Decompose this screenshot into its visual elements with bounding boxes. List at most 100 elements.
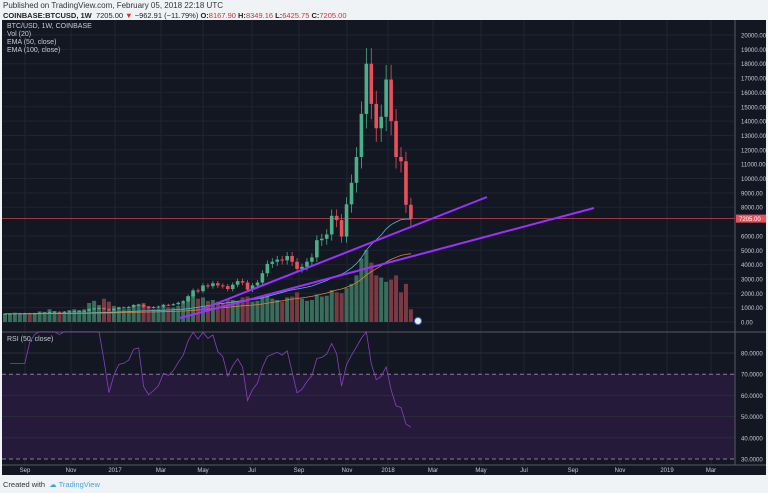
time-tick-label: 2019	[660, 468, 674, 474]
candle-body	[324, 234, 329, 239]
price-tick-label: 17000.00	[741, 77, 767, 83]
price-tick-label: 11000.00	[741, 163, 766, 169]
high-value: 8349.16	[245, 11, 274, 20]
price-tick-label: 5000.00	[741, 249, 763, 255]
time-tick-label: Mar	[706, 468, 716, 474]
open-label: O:	[200, 11, 209, 20]
candle-body	[384, 79, 388, 117]
candle-body	[389, 79, 393, 122]
tradingview-logo-icon[interactable]: ☁	[49, 480, 57, 489]
candle-body	[156, 306, 161, 308]
volume-bar	[319, 296, 324, 322]
volume-bar	[92, 300, 97, 322]
volume-bar	[230, 299, 235, 322]
candle-body	[57, 311, 62, 313]
legend-ema100: EMA (100, close)	[7, 47, 61, 54]
volume-bar	[131, 305, 136, 322]
volume-bar	[235, 300, 240, 322]
volume-bar	[166, 307, 171, 322]
candle-body	[399, 156, 403, 162]
footer: Created with ☁ TradingView	[3, 480, 100, 489]
candle-body	[72, 311, 77, 313]
created-with: Created with	[3, 480, 46, 489]
low-label: L:	[275, 11, 283, 20]
candle-body	[122, 307, 126, 309]
volume-bar	[280, 301, 285, 322]
candle-body	[97, 308, 101, 310]
volume-bar	[52, 310, 57, 322]
volume-bar	[215, 301, 220, 322]
volume-bar	[329, 290, 334, 322]
volume-bar	[161, 305, 166, 322]
volume-bar	[225, 298, 230, 322]
price-tick-label: 18000.00	[741, 62, 767, 68]
candle-body	[131, 305, 136, 307]
volume-bar	[27, 314, 32, 322]
candle-body	[305, 261, 309, 267]
volume-bar	[285, 297, 290, 322]
volume-bar	[22, 313, 27, 322]
volume-bar	[171, 307, 176, 322]
candle-body	[310, 257, 314, 262]
volume-bar	[126, 308, 131, 322]
volume-bar	[245, 296, 250, 322]
volume-bar	[146, 305, 151, 322]
rsi-tick-label: 80.0000	[741, 352, 763, 358]
time-tick-label: Nov	[615, 468, 626, 474]
open-value: 8167.90	[208, 11, 236, 20]
candle-body	[359, 113, 364, 157]
candle-body	[141, 304, 146, 307]
volume-bar	[136, 304, 141, 322]
volume-bar	[344, 288, 349, 322]
volume-bar	[82, 309, 87, 322]
volume-bar	[379, 277, 384, 322]
candle-body	[250, 285, 255, 290]
volume-bar	[220, 302, 225, 322]
volume-bar	[374, 275, 379, 322]
price-tick-label: 14000.00	[741, 120, 767, 126]
candle-body	[196, 290, 200, 292]
legend-ema50: EMA (50, close)	[7, 39, 57, 46]
candle-body	[270, 261, 275, 264]
volume-bar	[300, 298, 304, 322]
candle-body	[117, 307, 121, 309]
time-tick-label: Mar	[428, 468, 438, 474]
price-tick-label: 8000.00	[741, 206, 763, 212]
volume-bar	[32, 313, 37, 322]
candle-body	[161, 304, 166, 307]
candle-body	[339, 220, 344, 237]
candle-body	[166, 304, 171, 306]
time-tick-label: Nov	[66, 468, 77, 474]
tradingview-link[interactable]: TradingView	[58, 480, 100, 489]
volume-bar	[290, 296, 295, 322]
ema100-line	[4, 253, 411, 315]
candle-body	[82, 310, 86, 312]
trend-line	[179, 207, 595, 319]
price-tick-label: 1000.00	[741, 306, 763, 312]
time-tick-label: Sep	[20, 468, 31, 474]
candle-body	[344, 204, 349, 237]
candle-body	[92, 308, 96, 310]
candle-body	[107, 309, 111, 311]
candle-body	[275, 259, 280, 262]
rsi-tick-label: 30.0000	[741, 458, 763, 464]
volume-bar	[270, 298, 275, 322]
candle-body	[260, 273, 265, 283]
candle-body	[245, 282, 250, 290]
volume-bar	[295, 292, 300, 322]
volume-bar	[181, 302, 186, 322]
volume-bar	[260, 295, 265, 322]
volume-bar	[57, 312, 62, 322]
published-text: Published on TradingView.com, February 0…	[3, 1, 223, 10]
price-change: −962.91 (−11.79%)	[134, 11, 199, 20]
time-tick-label: Jul	[248, 468, 256, 474]
candle-body	[136, 304, 141, 306]
time-tick-label: Nov	[342, 468, 353, 474]
candle-body	[265, 263, 270, 274]
volume-bar	[240, 297, 245, 322]
candle-body	[8, 313, 12, 315]
volume-bar	[359, 258, 364, 322]
candle-body	[230, 284, 235, 289]
rsi-tick-label: 70.0000	[741, 373, 763, 379]
